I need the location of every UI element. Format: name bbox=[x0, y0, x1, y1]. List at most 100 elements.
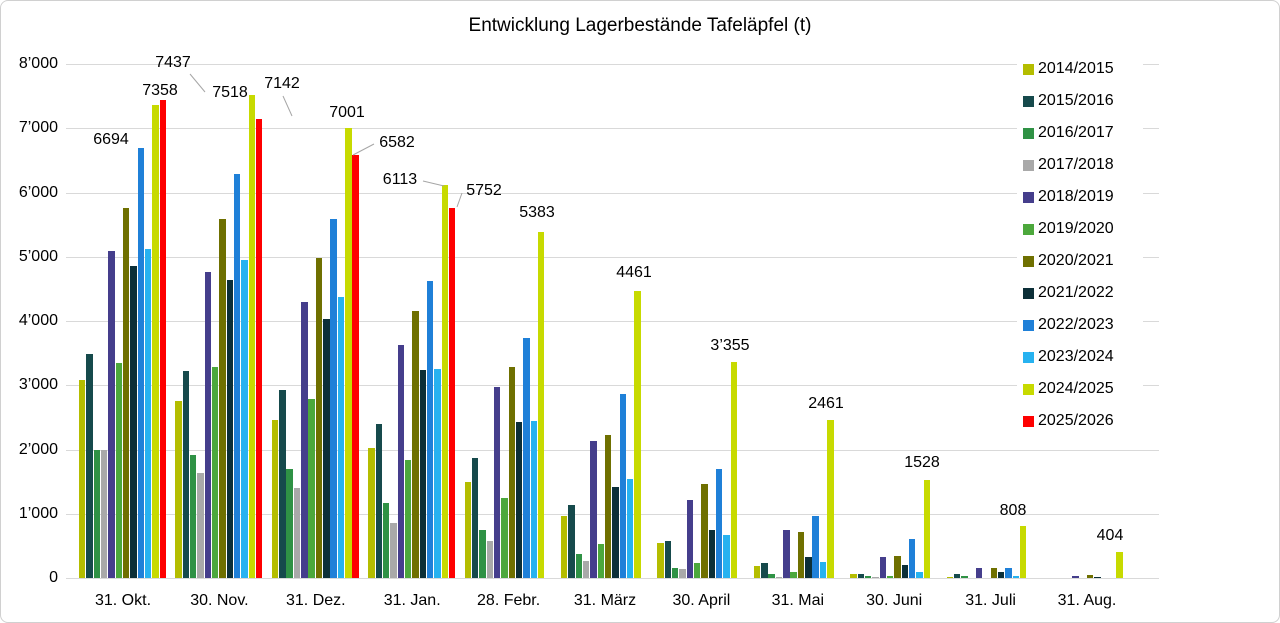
legend-item-2014-2015: 2014/2015 bbox=[1023, 60, 1141, 78]
legend-item-2019-2020: 2019/2020 bbox=[1023, 220, 1141, 238]
legend-label: 2025/2026 bbox=[1038, 412, 1114, 429]
bar-2021-2022 bbox=[805, 556, 812, 578]
legend-label: 2019/2020 bbox=[1038, 220, 1114, 237]
bar-2020-2021 bbox=[797, 532, 805, 578]
bar-2016-2017 bbox=[286, 468, 293, 578]
legend-label: 2023/2024 bbox=[1038, 348, 1114, 365]
bar-value-label: 3’355 bbox=[710, 337, 750, 354]
bar-2020-2021 bbox=[1087, 575, 1094, 578]
legend-swatch-icon bbox=[1023, 224, 1034, 235]
legend-label: 2021/2022 bbox=[1038, 284, 1114, 301]
bar-2016-2017 bbox=[864, 576, 872, 578]
bar-2021-2022 bbox=[226, 279, 234, 578]
bar-2015-2016 bbox=[664, 540, 672, 578]
x-axis-tick-label: 31. Aug. bbox=[1057, 592, 1117, 609]
legend-item-2023-2024: 2023/2024 bbox=[1023, 348, 1141, 366]
legend-label: 2022/2023 bbox=[1038, 316, 1114, 333]
legend-swatch-icon bbox=[1023, 160, 1034, 171]
legend-label: 2014/2015 bbox=[1038, 60, 1114, 77]
legend-label: 2020/2021 bbox=[1038, 252, 1114, 269]
bar-2023-2024 bbox=[337, 296, 345, 578]
bar-value-label: 5383 bbox=[519, 204, 555, 221]
bar-2014-2015 bbox=[79, 380, 86, 578]
y-gridline bbox=[66, 128, 1159, 130]
bar-2023-2024 bbox=[723, 534, 730, 578]
bar-2016-2017 bbox=[382, 502, 390, 578]
y-axis-tick-label: 5’000 bbox=[18, 247, 58, 265]
legend-swatch-icon bbox=[1023, 384, 1034, 395]
bar-value-label: 6694 bbox=[93, 131, 129, 148]
bar-2019-2020 bbox=[886, 576, 894, 578]
bar-2023-2024 bbox=[819, 561, 827, 578]
bar-2023-2024 bbox=[530, 421, 537, 578]
legend-item-2016-2017: 2016/2017 bbox=[1023, 124, 1141, 142]
bar-2019-2020 bbox=[501, 497, 508, 578]
bar-2020-2021 bbox=[990, 568, 997, 578]
bar-2019-2020 bbox=[404, 459, 412, 578]
bar-2024-2025 bbox=[730, 362, 738, 578]
bar-2021-2022 bbox=[997, 571, 1005, 578]
legend-swatch-icon bbox=[1023, 64, 1034, 75]
bar-2023-2024 bbox=[241, 259, 248, 578]
bar-value-label: 1528 bbox=[904, 454, 940, 471]
legend-swatch-icon bbox=[1023, 256, 1034, 267]
x-axis-tick-label: 31. Okt. bbox=[94, 592, 152, 609]
y-axis-tick-label: 4’000 bbox=[18, 312, 58, 329]
bar-2020-2021 bbox=[508, 366, 515, 578]
bar-2019-2020 bbox=[308, 399, 315, 578]
x-axis-tick-label: 30. Nov. bbox=[190, 592, 249, 609]
legend-item-2015-2016: 2015/2016 bbox=[1023, 92, 1141, 110]
bar-2019-2020 bbox=[597, 543, 605, 578]
y-gridline bbox=[66, 449, 1159, 451]
bar-2024-2025 bbox=[345, 128, 352, 578]
bar-2024-2025 bbox=[634, 291, 641, 578]
bar-2016-2017 bbox=[768, 574, 775, 578]
bar-value-label: 7518 bbox=[212, 84, 248, 101]
bar-2021-2022 bbox=[323, 319, 330, 578]
legend-item-2018-2019: 2018/2019 bbox=[1023, 188, 1141, 206]
bar-2021-2022 bbox=[419, 370, 426, 578]
y-axis-tick-label: 7’000 bbox=[18, 119, 58, 137]
bar-value-label: 2461 bbox=[808, 395, 844, 412]
bar-2023-2024 bbox=[434, 369, 441, 578]
bar-2024-2025 bbox=[248, 94, 256, 578]
bar-2018-2019 bbox=[204, 272, 212, 578]
bar-2018-2019 bbox=[397, 345, 404, 578]
bar-value-label: 4461 bbox=[616, 264, 652, 281]
y-axis-tick-label: 6’000 bbox=[18, 183, 58, 201]
y-gridline bbox=[66, 192, 1159, 194]
bar-value-label: 7142 bbox=[264, 75, 300, 92]
legend-item-2025-2026: 2025/2026 bbox=[1023, 412, 1141, 430]
y-gridline bbox=[66, 578, 1159, 579]
legend-swatch-icon bbox=[1023, 416, 1034, 427]
bar-2014-2015 bbox=[561, 516, 568, 578]
bar-2022-2023 bbox=[330, 219, 337, 578]
bar-2021-2022 bbox=[515, 421, 523, 578]
bar-2020-2021 bbox=[219, 218, 226, 578]
bar-2017-2018 bbox=[872, 577, 879, 578]
bar-2022-2023 bbox=[812, 516, 819, 578]
bar-2021-2022 bbox=[708, 529, 716, 578]
bar-2016-2017 bbox=[961, 576, 968, 578]
bar-2024-2025 bbox=[1116, 552, 1123, 578]
bar-2024-2025 bbox=[827, 419, 834, 578]
x-axis-tick-label: 30. April bbox=[672, 592, 731, 609]
y-axis-tick-label: 1’000 bbox=[18, 504, 58, 522]
bar-2018-2019 bbox=[1072, 576, 1079, 578]
bar-value-label: 5752 bbox=[466, 182, 502, 199]
legend-item-2020-2021: 2020/2021 bbox=[1023, 252, 1141, 270]
bar-2018-2019 bbox=[783, 530, 790, 578]
bar-2019-2020 bbox=[115, 362, 123, 578]
bar-2015-2016 bbox=[182, 371, 190, 578]
bar-2017-2018 bbox=[197, 472, 204, 578]
bar-2016-2017 bbox=[672, 568, 679, 578]
bar-2015-2016 bbox=[953, 574, 961, 578]
bar-2017-2018 bbox=[293, 488, 301, 578]
bar-value-label: 404 bbox=[1096, 527, 1124, 544]
bar-2014-2015 bbox=[753, 565, 761, 578]
bar-2018-2019 bbox=[493, 387, 501, 578]
x-axis-tick-label: 31. März bbox=[573, 592, 637, 609]
x-axis-tick-label: 31. Jan. bbox=[383, 592, 441, 609]
bar-2018-2019 bbox=[879, 557, 886, 578]
legend-swatch-icon bbox=[1023, 320, 1034, 331]
